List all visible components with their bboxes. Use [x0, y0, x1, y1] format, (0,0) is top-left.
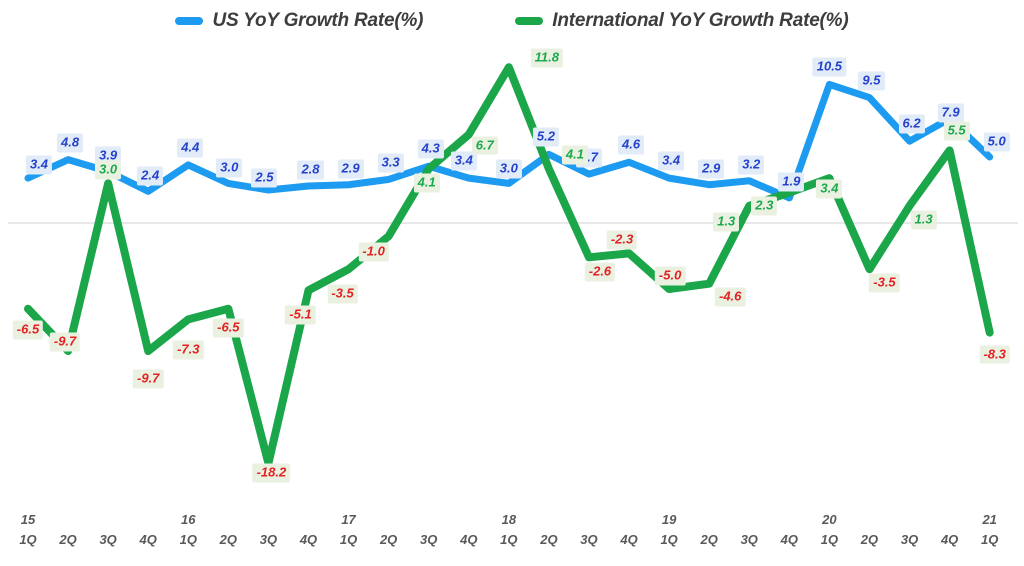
- data-label-us-15-2Q: 4.8: [57, 133, 84, 153]
- data-label-us-19-3Q: 3.2: [738, 155, 765, 175]
- data-label-us-19-2Q: 2.9: [698, 159, 725, 179]
- x-tick-year-20: 20: [822, 512, 837, 527]
- data-label-us-15-1Q: 3.4: [25, 155, 53, 175]
- data-label-us-21-1Q: 5.0: [983, 132, 1010, 152]
- x-tick-quarter-16-3Q: 3Q: [259, 532, 278, 547]
- data-label-international-19-3Q: 1.3: [713, 212, 740, 232]
- data-label-international-15-3Q: 3.0: [95, 160, 122, 180]
- data-label-us-16-3Q: 2.5: [251, 168, 278, 188]
- data-label-us-20-4Q: 7.9: [937, 103, 964, 123]
- x-tick-quarter-21-1Q: 1Q: [981, 532, 999, 547]
- x-tick-year-17: 17: [341, 512, 356, 527]
- data-label-us-17-3Q: 4.3: [417, 139, 444, 159]
- x-tick-quarter-17-1Q: 1Q: [339, 532, 358, 547]
- data-label-us-20-2Q: 9.5: [858, 71, 885, 91]
- x-tick-quarter-16-2Q: 2Q: [219, 532, 238, 547]
- us-line-swatch-icon: [175, 17, 204, 25]
- data-label-us-15-4Q: 2.4: [137, 166, 164, 186]
- x-tick-year-19: 19: [661, 512, 677, 527]
- x-tick-quarter-19-1Q: 1Q: [660, 532, 678, 547]
- data-label-us-19-4Q: 1.9: [778, 172, 805, 192]
- data-label-international-20-3Q: 1.3: [910, 210, 937, 230]
- data-label-us-18-2Q: 5.2: [532, 127, 559, 147]
- x-tick-quarter-18-1Q: 1Q: [500, 532, 518, 547]
- data-label-international-17-4Q: 6.7: [471, 136, 498, 156]
- data-label-international-18-3Q: -2.6: [584, 262, 616, 282]
- data-label-international-17-2Q: -1.0: [358, 242, 389, 262]
- data-label-international-21-1Q: -8.3: [979, 345, 1010, 365]
- legend-label-international: International YoY Growth Rate(%): [552, 10, 849, 31]
- legend-item-us: US YoY Growth Rate(%): [175, 10, 423, 32]
- data-label-us-17-2Q: 3.3: [377, 153, 404, 173]
- data-label-us-16-4Q: 2.8: [297, 160, 324, 180]
- data-label-international-18-4Q: -2.3: [606, 230, 638, 250]
- x-tick-year-16: 16: [181, 512, 196, 527]
- data-label-international-18-1Q: 11.8: [530, 48, 563, 68]
- x-tick-quarter-18-3Q: 3Q: [580, 532, 598, 547]
- data-label-international-17-1Q: -3.5: [327, 284, 358, 304]
- data-label-us-20-1Q: 10.5: [812, 57, 847, 77]
- x-tick-quarter-19-2Q: 2Q: [700, 532, 718, 547]
- data-label-international-15-2Q: -9.7: [49, 332, 81, 352]
- data-label-us-18-1Q: 3.0: [495, 159, 522, 179]
- data-label-international-16-2Q: -6.5: [213, 318, 244, 338]
- legend-item-international: International YoY Growth Rate(%): [515, 10, 849, 32]
- x-tick-quarter-20-2Q: 2Q: [860, 532, 879, 547]
- data-label-international-18-2Q: 4.1: [561, 145, 588, 165]
- x-tick-quarter-15-3Q: 3Q: [99, 532, 117, 547]
- x-tick-quarter-16-4Q: 4Q: [299, 532, 318, 547]
- x-tick-quarter-17-2Q: 2Q: [379, 532, 398, 547]
- data-label-international-16-4Q: -5.1: [285, 305, 316, 325]
- x-tick-year-21: 21: [982, 512, 997, 527]
- data-label-international-16-1Q: -7.3: [173, 340, 204, 360]
- data-label-international-19-2Q: -4.6: [714, 287, 746, 307]
- data-label-international-20-4Q: 5.5: [943, 121, 970, 141]
- data-label-international-15-4Q: -9.7: [133, 369, 164, 389]
- x-tick-quarter-20-3Q: 3Q: [900, 532, 919, 547]
- us-growth-line: [24, 80, 994, 202]
- international-line-swatch-icon: [515, 17, 544, 25]
- data-label-international-19-4Q: 2.3: [751, 196, 778, 216]
- data-label-international-20-1Q: 3.4: [816, 179, 843, 199]
- x-tick-year-15: 15: [20, 512, 36, 527]
- x-tick-quarter-16-1Q: 1Q: [179, 532, 197, 547]
- data-label-international-15-1Q: -6.5: [12, 320, 44, 340]
- chart-legend: US YoY Growth Rate(%) International YoY …: [0, 10, 1024, 32]
- data-label-international-17-3Q: 4.1: [413, 173, 440, 193]
- data-label-international-16-3Q: -18.2: [252, 463, 291, 483]
- data-label-us-19-1Q: 3.4: [658, 151, 685, 171]
- x-tick-quarter-19-3Q: 3Q: [740, 532, 758, 547]
- x-tick-quarter-15-2Q: 2Q: [59, 532, 77, 547]
- data-label-us-18-4Q: 4.6: [618, 135, 645, 155]
- x-tick-quarter-18-2Q: 2Q: [540, 532, 558, 547]
- x-tick-quarter-18-4Q: 4Q: [620, 532, 638, 547]
- x-tick-quarter-15-1Q: 1Q: [19, 532, 37, 547]
- data-label-us-15-3Q: 3.9: [95, 146, 122, 165]
- x-tick-quarter-20-1Q: 1Q: [820, 532, 839, 547]
- data-label-us-16-1Q: 4.4: [177, 138, 204, 158]
- data-label-international-20-2Q: -3.5: [869, 273, 900, 293]
- data-label-us-17-4Q: 3.4: [450, 151, 477, 171]
- legend-label-us: US YoY Growth Rate(%): [212, 10, 424, 31]
- x-tick-year-18: 18: [501, 512, 517, 527]
- data-label-us-17-1Q: 2.9: [337, 159, 364, 179]
- x-tick-quarter-17-3Q: 3Q: [420, 532, 438, 547]
- international-growth-line: [24, 63, 994, 468]
- x-tick-quarter-17-4Q: 4Q: [460, 532, 478, 547]
- x-tick-quarter-15-4Q: 4Q: [139, 532, 157, 547]
- data-label-international-19-1Q: -5.0: [654, 266, 686, 286]
- data-label-us-16-2Q: 3.0: [216, 158, 243, 178]
- x-tick-quarter-19-4Q: 4Q: [780, 532, 798, 547]
- x-tick-quarter-20-4Q: 4Q: [940, 532, 959, 547]
- data-label-us-20-3Q: 6.2: [898, 114, 925, 134]
